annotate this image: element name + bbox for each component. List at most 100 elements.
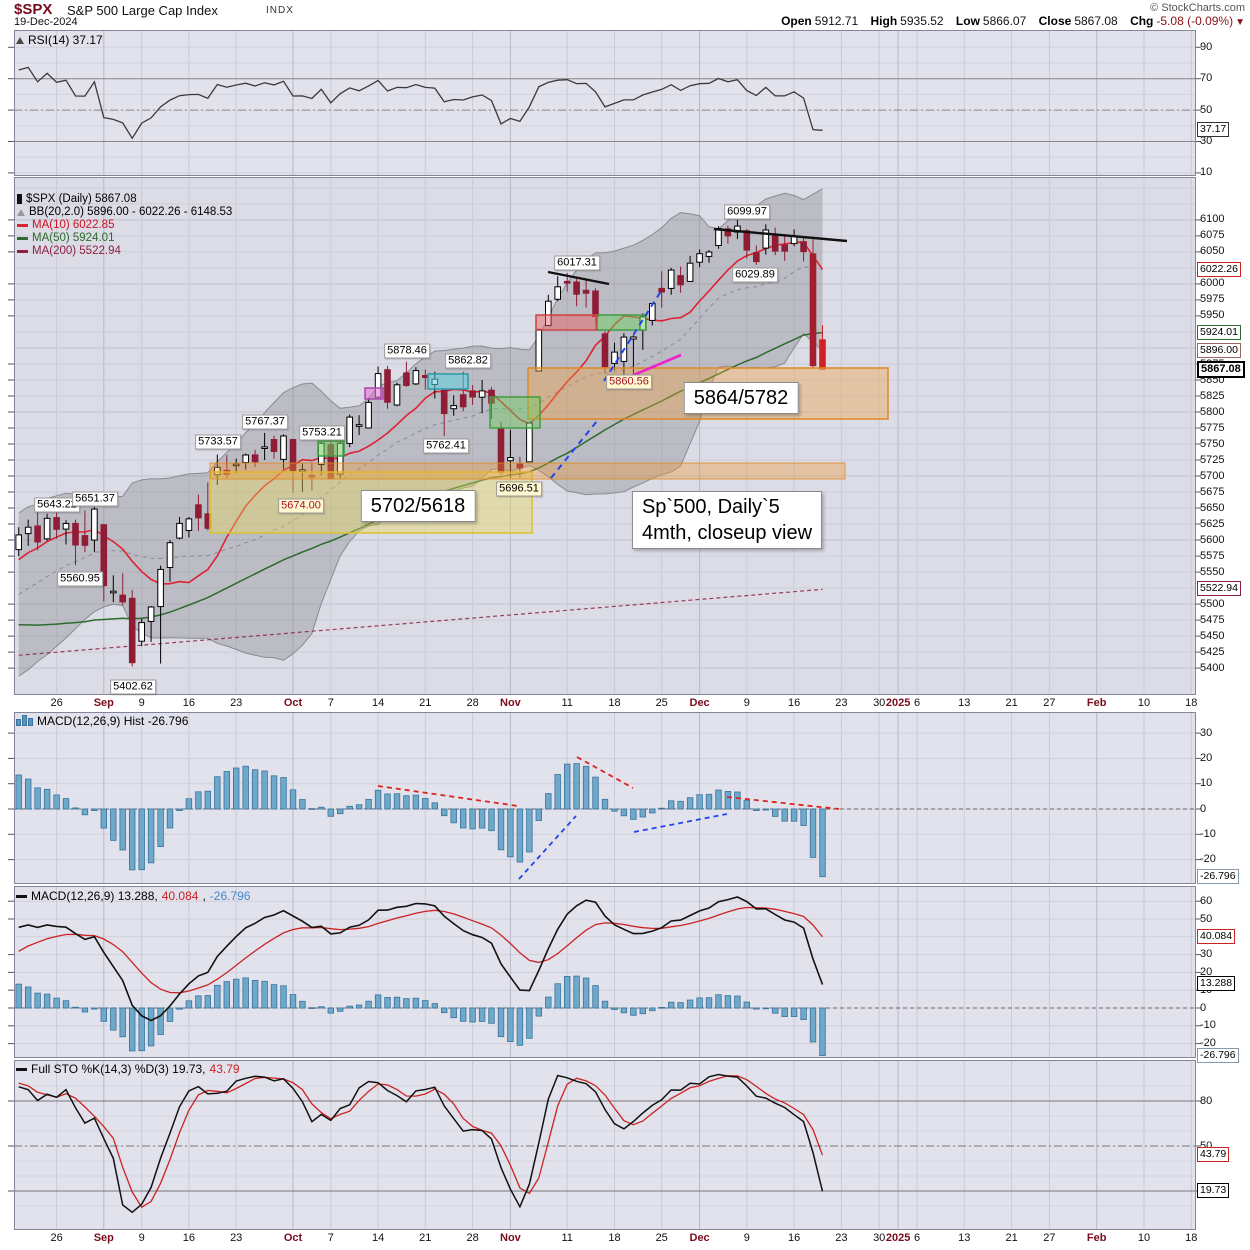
y-axis-label: -10 [1200, 827, 1216, 840]
callout-box: Sp`500, Daily`5 4mth, closeup view [631, 491, 823, 549]
price-annotation: 6017.31 [554, 255, 600, 271]
y-axis-label: 10 [1200, 777, 1213, 790]
x-tick-label: 16 [787, 1232, 801, 1244]
x-tick-label: 13 [958, 697, 971, 709]
ohlc-readout: Open 5912.71 High 5935.52 Low 5866.07 Close… [772, 14, 1245, 28]
price-annotation: 5643.22 [34, 497, 80, 513]
y-axis-label: 0 [1200, 1001, 1207, 1014]
area-chart-icon [16, 36, 24, 44]
axis-value-marker: 5522.94 [1197, 581, 1241, 597]
y-axis-label: 50 [1200, 1139, 1213, 1152]
panel-label-text: , [202, 889, 206, 903]
line-swatch-icon [17, 236, 28, 240]
x-tick-label: 16 [182, 697, 196, 709]
legend-text: $SPX (Daily) 5867.08 [26, 193, 137, 205]
y-axis-label: 6000 [1200, 277, 1225, 290]
close-label: Close [1038, 14, 1072, 28]
x-tick-label: 28 [466, 1232, 479, 1244]
chart-date: 19-Dec-2024 [14, 16, 78, 28]
y-axis-label: 5750 [1200, 437, 1225, 450]
price-annotation: 5402.62 [110, 679, 156, 695]
macd-label: MACD(12,26,9) 13.288, 40.084, -26.796 [16, 889, 250, 903]
chg-value: -5.08 (-0.09%) [1156, 14, 1234, 28]
price-annotation: 5696.51 [496, 481, 542, 497]
x-tick-label: Nov [500, 1232, 521, 1244]
line-swatch-icon [17, 249, 28, 253]
y-axis-label: 80 [1200, 1094, 1213, 1107]
axis-value-marker: 37.17 [1197, 122, 1230, 138]
rsi-label: RSI(14) 37.17 [16, 33, 103, 47]
price-annotation: 5560.95 [57, 571, 103, 587]
x-tick-label: Dec [689, 697, 710, 709]
x-tick-label: 9 [138, 1232, 145, 1244]
x-tick-label: 11 [561, 1232, 573, 1244]
price-annotation: 6029.89 [732, 267, 778, 283]
close-value: 5867.08 [1074, 14, 1118, 28]
price-annotation: 5860.56 [606, 374, 652, 390]
x-tick-label: 21 [419, 1232, 432, 1244]
y-axis-label: 5500 [1200, 597, 1225, 610]
panel-label-text: Full STO %K(14,3) %D(3) 19.73, [31, 1062, 206, 1076]
callout-text: 5864/5782 [693, 387, 789, 409]
price-annotation: 5762.41 [423, 438, 469, 454]
legend-text: MA(50) 5924.01 [32, 232, 115, 244]
callout-text: 5702/5618 [370, 495, 466, 517]
callout-box: 5864/5782 [683, 382, 799, 414]
legend-item: MA(200) 5522.94 [17, 245, 121, 257]
x-tick-label: 10 [1137, 697, 1151, 709]
mountain-icon [17, 208, 25, 216]
line-icon [16, 1067, 27, 1071]
y-axis-label: 20 [1200, 965, 1213, 978]
x-tick-label: 16 [182, 1232, 196, 1244]
legend-item: BB(20,2.0) 5896.00 - 6022.26 - 6148.53 [17, 206, 232, 218]
panel-label-text: MACD(12,26,9) 13.288, [31, 889, 158, 903]
legend-item: MA(50) 5924.01 [17, 232, 114, 244]
high-value: 5935.52 [900, 14, 944, 28]
x-tick-label: 26 [50, 1232, 63, 1244]
x-tick-label: 25 [655, 1232, 668, 1244]
x-tick-label: Sep [93, 1232, 114, 1244]
macd-hist-label: MACD(12,26,9) Hist -26.796 [16, 714, 188, 728]
price-annotation: 5767.37 [242, 414, 288, 430]
x-tick-label: 27 [1043, 697, 1056, 709]
x-tick-label: 18 [608, 1232, 621, 1244]
x-tick-label: 7 [327, 697, 334, 709]
x-tick-label: 30 [873, 1232, 886, 1244]
x-axis-bottom: 26 Sep 9 16 23 Oct 7 14 21 28 Nov 11 18 25 Dec 9 16 23 30 2… [0, 1230, 1250, 1250]
x-tick-label: 23 [230, 1232, 243, 1244]
x-tick-label: Oct [283, 697, 303, 709]
y-axis-label: -20 [1200, 853, 1216, 866]
y-axis-label: 5950 [1200, 309, 1225, 322]
y-axis-label: 5650 [1200, 501, 1225, 514]
stochastic-plot [8, 1060, 1201, 1230]
x-tick-label: 28 [466, 697, 479, 709]
x-tick-label: 9 [743, 1232, 750, 1244]
x-tick-label: 2025 [885, 697, 911, 709]
x-tick-label: 11 [561, 697, 573, 709]
y-axis-label: -20 [1200, 1037, 1216, 1050]
y-axis-label: 20 [1200, 751, 1213, 764]
open-value: 5912.71 [814, 14, 859, 28]
y-axis-label: -10 [1200, 1019, 1216, 1032]
y-axis-label: 5475 [1200, 613, 1225, 626]
y-axis-label: 30 [1200, 948, 1213, 961]
x-tick-label: Feb [1086, 697, 1107, 709]
x-tick-label: 25 [655, 697, 668, 709]
y-axis-label: 10 [1200, 166, 1213, 179]
y-axis-label: 5775 [1200, 421, 1225, 434]
axis-value-marker: 40.084 [1197, 928, 1236, 944]
y-axis-label: 50 [1200, 912, 1213, 925]
y-axis-label: 5725 [1200, 453, 1225, 466]
y-axis-label: 5600 [1200, 533, 1225, 546]
y-axis-label: 5975 [1200, 293, 1225, 306]
y-axis-label: 30 [1200, 135, 1213, 147]
x-tick-label: 23 [835, 697, 848, 709]
y-axis-label: 60 [1200, 894, 1213, 907]
rsi-plot [8, 30, 1201, 176]
x-tick-label: 21 [1005, 1232, 1018, 1244]
y-axis-label: 70 [1200, 72, 1213, 85]
price-annotation: 5753.21 [299, 425, 345, 441]
x-tick-label: 18 [1185, 1232, 1198, 1244]
macd-hist-plot [8, 712, 1201, 884]
